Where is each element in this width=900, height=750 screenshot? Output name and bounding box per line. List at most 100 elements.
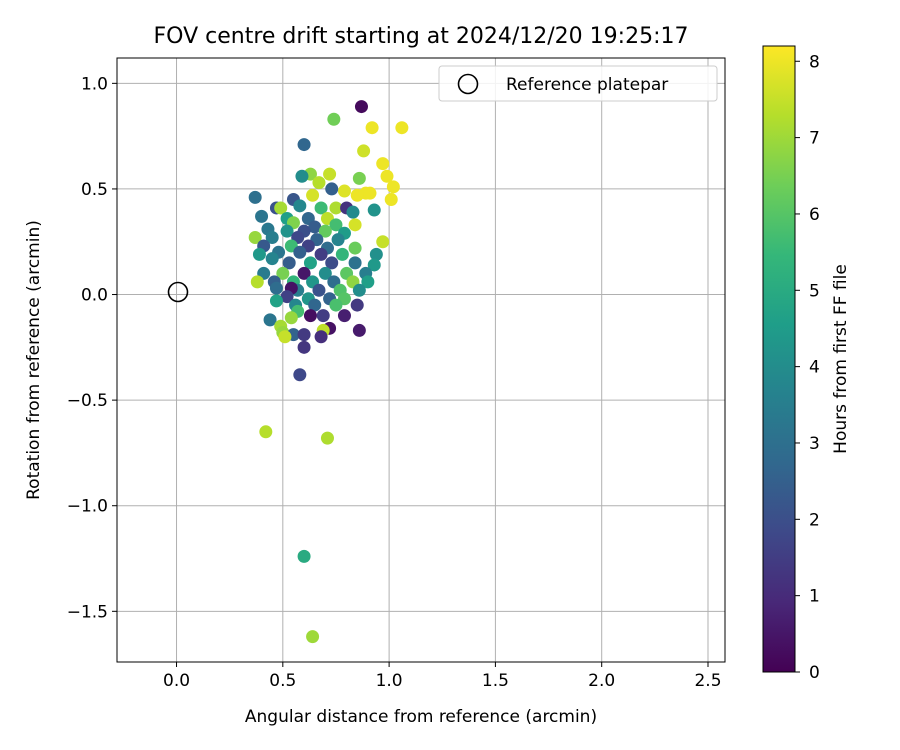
data-point xyxy=(350,298,364,312)
data-point xyxy=(361,275,375,289)
y-axis-ticks: −1.5 −1.0 −0.5 0.0 0.5 1.0 xyxy=(67,74,117,622)
data-point xyxy=(320,431,334,445)
data-point xyxy=(269,281,283,295)
data-point xyxy=(297,340,311,354)
data-point xyxy=(318,224,332,238)
data-point xyxy=(248,190,262,204)
x-axis-label: Angular distance from reference (arcmin) xyxy=(245,707,597,727)
x-axis-ticks: 0.0 0.5 1.0 1.5 2.0 2.5 xyxy=(163,662,722,691)
data-point xyxy=(380,169,394,183)
data-point xyxy=(278,330,292,344)
colorbar-tick-label: 2 xyxy=(809,510,820,530)
data-point xyxy=(325,256,339,270)
data-point xyxy=(306,630,320,644)
x-tick-label: 1.5 xyxy=(482,671,509,691)
data-point xyxy=(337,309,351,323)
data-point xyxy=(269,294,283,308)
data-point xyxy=(280,224,294,238)
data-point xyxy=(314,330,328,344)
data-point xyxy=(357,144,371,158)
y-tick-label: −1.0 xyxy=(67,497,108,517)
data-point xyxy=(331,233,345,247)
legend-marker-icon xyxy=(457,73,479,95)
data-point xyxy=(255,209,269,223)
data-point xyxy=(312,176,326,190)
x-tick-label: 0.5 xyxy=(269,671,296,691)
x-tick-label: 2.5 xyxy=(694,671,721,691)
data-point xyxy=(297,266,311,280)
data-point xyxy=(297,549,311,563)
data-point xyxy=(276,266,290,280)
data-point xyxy=(329,218,343,232)
data-point xyxy=(323,167,337,181)
data-point xyxy=(350,188,364,202)
legend-box xyxy=(438,65,718,102)
data-point xyxy=(318,266,332,280)
data-point xyxy=(314,201,328,215)
data-point xyxy=(327,112,341,126)
data-point xyxy=(282,256,296,270)
y-tick-label: 0.0 xyxy=(81,286,108,306)
data-point xyxy=(293,199,307,213)
data-point xyxy=(367,203,381,217)
y-tick-label: −0.5 xyxy=(67,391,108,411)
colorbar-tick-label: 5 xyxy=(809,281,820,301)
data-point xyxy=(265,231,279,245)
grid-lines xyxy=(117,58,725,662)
y-tick-label: 0.5 xyxy=(81,180,108,200)
chart-title: FOV centre drift starting at 2024/12/20 … xyxy=(154,24,689,49)
data-point xyxy=(354,100,368,114)
data-point xyxy=(346,205,360,219)
colorbar-label: Hours from first FF file xyxy=(831,264,851,454)
data-point xyxy=(297,138,311,152)
data-point xyxy=(376,235,390,249)
y-tick-label: 1.0 xyxy=(81,74,108,94)
data-point xyxy=(352,171,366,185)
data-point xyxy=(252,247,266,261)
data-point xyxy=(293,368,307,382)
data-point xyxy=(280,290,294,304)
data-point xyxy=(395,121,409,135)
y-axis-label: Rotation from reference (arcmin) xyxy=(24,220,44,500)
colorbar-tick-label: 3 xyxy=(809,434,820,454)
data-point xyxy=(308,298,322,312)
data-point xyxy=(314,247,328,261)
colorbar-tick-label: 4 xyxy=(809,358,820,378)
colorbar-tick-label: 0 xyxy=(809,663,820,683)
data-point xyxy=(306,188,320,202)
colorbar-ticks: 0 1 2 3 4 5 6 7 8 xyxy=(795,52,820,683)
data-point xyxy=(308,220,322,234)
data-point xyxy=(363,186,377,200)
x-tick-label: 2.0 xyxy=(588,671,615,691)
data-point xyxy=(352,283,366,297)
data-point xyxy=(386,180,400,194)
plot-frame xyxy=(116,57,726,663)
data-point xyxy=(263,313,277,327)
data-point xyxy=(367,258,381,272)
x-tick-label: 0.0 xyxy=(163,671,190,691)
colorbar-gradient xyxy=(762,45,796,673)
data-point xyxy=(348,256,362,270)
x-tick-label: 1.0 xyxy=(376,671,403,691)
data-point xyxy=(335,247,349,261)
legend: Reference platepar xyxy=(438,65,718,102)
data-point xyxy=(303,256,317,270)
data-point xyxy=(329,201,343,215)
data-point xyxy=(384,192,398,206)
colorbar-tick-label: 1 xyxy=(809,587,820,607)
data-point xyxy=(248,231,262,245)
data-point xyxy=(303,309,317,323)
data-points xyxy=(248,100,409,644)
data-point xyxy=(284,311,298,325)
data-point xyxy=(376,157,390,171)
data-point xyxy=(329,298,343,312)
y-tick-label: −1.5 xyxy=(67,602,108,622)
data-point xyxy=(325,182,339,196)
legend-label: Reference platepar xyxy=(506,75,668,95)
colorbar-tick-label: 8 xyxy=(809,52,820,72)
data-point xyxy=(297,328,311,342)
data-point xyxy=(316,309,330,323)
data-point xyxy=(265,252,279,266)
colorbar: 0 1 2 3 4 5 6 7 8 Hours from first FF file xyxy=(762,45,851,683)
